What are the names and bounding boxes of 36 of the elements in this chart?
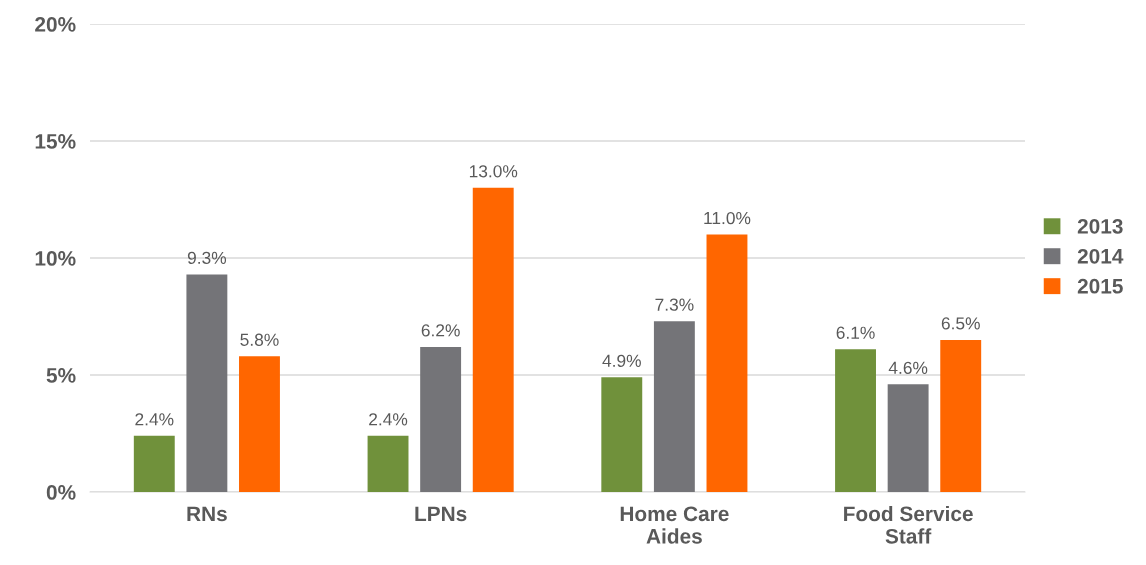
bar (420, 346, 462, 492)
y-tick-label: 10% (35, 251, 76, 266)
data-label: 4.9% (602, 354, 641, 367)
x-tick-label: Food Service Staff (844, 505, 973, 544)
bar (133, 435, 175, 492)
y-tick-label: 15% (35, 134, 76, 149)
bar (940, 339, 982, 492)
data-label: 2.4% (369, 413, 408, 426)
y-tick-label: 0% (46, 485, 76, 500)
data-label: 2.4% (135, 413, 174, 426)
bar (367, 435, 409, 492)
bar (472, 187, 514, 492)
data-label: 13.0% (469, 165, 518, 178)
data-label: 7.3% (655, 298, 694, 311)
legend-label: 2013 (1077, 218, 1123, 234)
data-label: 4.6% (888, 361, 928, 374)
bar (887, 384, 929, 492)
y-tick-label: 5% (46, 368, 76, 383)
data-label: 9.3% (187, 251, 227, 264)
data-label: 6.2% (421, 324, 460, 337)
bar (239, 356, 280, 492)
y-tick-label: 20% (35, 17, 76, 32)
data-label: 11.0% (704, 211, 751, 225)
data-label: 6.1% (836, 326, 875, 339)
data-label: 5.8% (240, 333, 279, 346)
bar (601, 377, 643, 492)
x-tick-label: Home Care Aides (620, 506, 729, 544)
legend-label: 2014 (1077, 248, 1124, 264)
data-label: 6.5% (941, 317, 980, 330)
bar (653, 321, 695, 492)
legend-label: 2015 (1077, 278, 1123, 294)
x-tick-label: RNs (187, 506, 227, 522)
bar (186, 274, 228, 492)
bar (706, 234, 748, 492)
bar (835, 349, 876, 492)
x-tick-label: LPNs (415, 506, 467, 522)
